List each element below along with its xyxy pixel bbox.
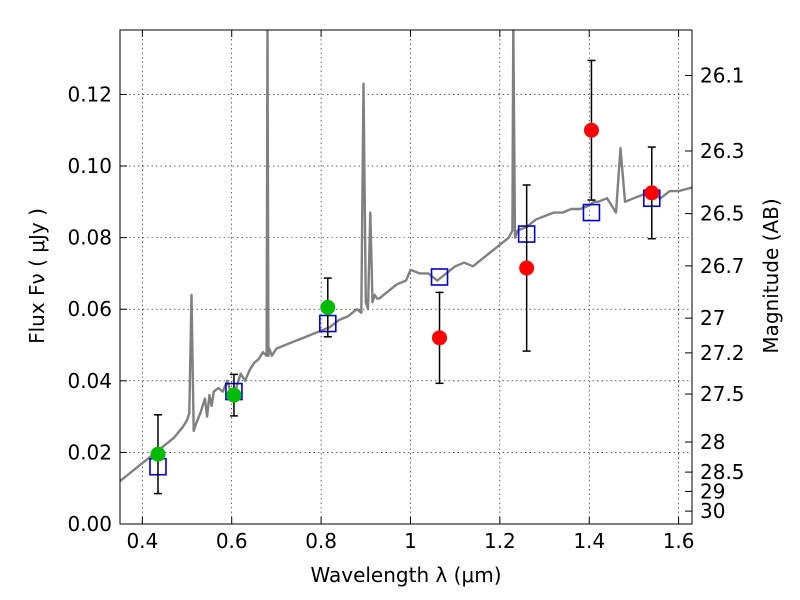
spectrum-line xyxy=(120,30,692,482)
y2-axis-title: Magnitude (AB) xyxy=(759,198,783,353)
y2-tick-label: 26.5 xyxy=(700,202,745,226)
y-tick-label: 0.06 xyxy=(67,297,112,321)
x-tick-label: 1.2 xyxy=(484,529,516,553)
y2-tick-label: 27 xyxy=(700,306,725,330)
y2-tick-label: 27.5 xyxy=(700,382,745,406)
x-tick-label: 1 xyxy=(404,529,417,553)
y2-tick-label: 27.2 xyxy=(700,341,745,365)
y-tick-label: 0.12 xyxy=(67,82,112,106)
axis-ticks: 0.4 0.6 0.8 1 1.2 1.4 1.6 0.00 0.02 0.04 0.06 0.08 0… xyxy=(67,30,745,553)
plot-area xyxy=(120,30,692,495)
y-tick-label: 0.08 xyxy=(67,226,112,250)
data-point xyxy=(226,387,242,403)
x-tick-label: 1.6 xyxy=(663,529,695,553)
y-axis-title: Flux Fν ( μJy ) xyxy=(25,208,49,344)
x-tick-label: 0.8 xyxy=(305,529,337,553)
data-point xyxy=(583,122,599,138)
model-square-marker xyxy=(430,268,449,286)
model-square-marker xyxy=(582,203,601,222)
data-point xyxy=(150,446,166,462)
x-tick-label: 0.4 xyxy=(126,529,158,553)
data-point xyxy=(432,330,448,346)
y2-tick-label: 26.1 xyxy=(700,63,745,87)
y-tick-label: 0.02 xyxy=(67,440,112,464)
y-tick-label: 0.04 xyxy=(67,369,112,393)
y2-tick-label: 30 xyxy=(700,499,725,523)
x-tick-label: 0.6 xyxy=(216,529,248,553)
series-group xyxy=(120,30,692,495)
data-point xyxy=(644,185,660,201)
y-tick-label: 0.00 xyxy=(67,512,112,536)
x-tick-label: 1.4 xyxy=(573,529,605,553)
y2-tick-label: 28.5 xyxy=(700,460,745,484)
x-axis-title: Wavelength λ (μm) xyxy=(310,563,501,587)
plot-frame xyxy=(119,29,693,525)
y2-tick-label: 28 xyxy=(700,430,725,454)
y-tick-label: 0.10 xyxy=(67,154,112,178)
y2-tick-label: 26.3 xyxy=(700,139,745,163)
data-point xyxy=(320,299,336,315)
grid-lines xyxy=(120,30,692,525)
y2-tick-label: 26.7 xyxy=(700,254,745,278)
y2-tick-label: 29 xyxy=(700,479,725,503)
data-point xyxy=(519,260,535,276)
